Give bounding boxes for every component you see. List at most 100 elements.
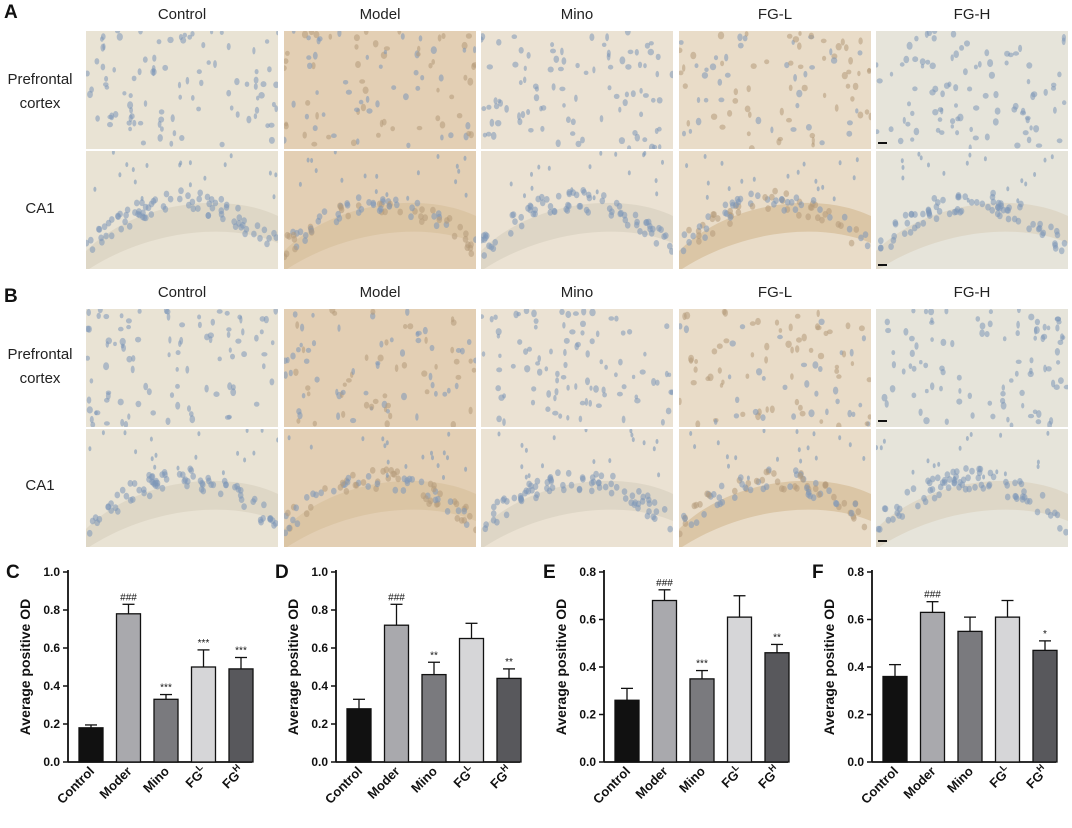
x-tick-label: Moder bbox=[364, 764, 402, 802]
row-label-prefrontal-cortex: Prefrontal cortex bbox=[0, 68, 80, 116]
bar-chart-c: Average positive OD 0.0 0.2 0.4 0.6 0.8 1.0 Con… bbox=[0, 558, 268, 823]
bar-1 bbox=[115, 613, 142, 763]
y-tick-label: 0.2 bbox=[847, 708, 864, 722]
panel-letter-a: A bbox=[4, 2, 18, 23]
scale-bar bbox=[878, 420, 887, 422]
bar-0 bbox=[614, 699, 640, 763]
column-header-mino: Mino bbox=[560, 6, 594, 23]
y-tick-label: 0.2 bbox=[43, 717, 60, 731]
column-header-fgh: FG-H bbox=[953, 6, 991, 23]
bar-3 bbox=[458, 637, 485, 763]
y-tick-label: 0.0 bbox=[43, 755, 60, 769]
bar-4 bbox=[764, 652, 790, 763]
y-tick-label: 0.0 bbox=[311, 755, 328, 769]
micrograph-a-prefrontal-fgh bbox=[876, 31, 1068, 149]
y-tick-label: 0.4 bbox=[579, 660, 596, 674]
y-tick-label: 0.2 bbox=[579, 708, 596, 722]
y-tick-label: 0.4 bbox=[847, 660, 864, 674]
bar-4 bbox=[496, 677, 522, 763]
column-header-control: Control bbox=[157, 6, 207, 23]
micrograph-a-prefrontal-model bbox=[284, 31, 476, 149]
significance-label: ** bbox=[430, 650, 438, 661]
y-tick-label: 0.6 bbox=[43, 641, 60, 655]
row-label-ca1-b: CA1 bbox=[25, 477, 55, 494]
micrograph-a-ca1-mino bbox=[481, 151, 673, 269]
scale-bar bbox=[878, 540, 887, 542]
x-tick-label: Control bbox=[590, 764, 633, 807]
bar-2 bbox=[153, 698, 179, 763]
micrograph-a-ca1-model bbox=[284, 151, 476, 269]
panel-letter-c: C bbox=[6, 562, 20, 583]
x-tick-label: FGH bbox=[486, 762, 515, 791]
bar-0 bbox=[882, 675, 908, 763]
significance-label: ### bbox=[656, 578, 673, 589]
bar-3 bbox=[190, 666, 217, 763]
y-tick-label: 0.6 bbox=[311, 641, 328, 655]
y-tick-label: 0.8 bbox=[311, 603, 328, 617]
significance-label: *** bbox=[160, 683, 172, 694]
panel-letter-b: B bbox=[4, 286, 18, 307]
x-tick-label: Mino bbox=[944, 763, 976, 795]
y-tick-label: 0.0 bbox=[847, 755, 864, 769]
significance-label: * bbox=[1043, 629, 1047, 640]
bar-2 bbox=[957, 630, 983, 763]
bar-2 bbox=[421, 673, 447, 763]
micrograph-b-ca1-fgh bbox=[876, 429, 1068, 547]
scale-bar bbox=[878, 264, 887, 266]
significance-label: ** bbox=[773, 632, 781, 643]
x-tick-label: Control bbox=[54, 764, 97, 807]
x-tick-label: FGL bbox=[181, 762, 210, 791]
x-tick-label: Moder bbox=[96, 764, 134, 802]
y-tick-label: 1.0 bbox=[43, 565, 60, 579]
y-tick-label: 0.4 bbox=[43, 679, 60, 693]
bar-1 bbox=[383, 624, 410, 763]
micrograph-b-ca1-control bbox=[86, 429, 278, 547]
x-tick-label: Mino bbox=[676, 763, 708, 795]
x-tick-label: FGH bbox=[218, 762, 247, 791]
y-axis-label: Average positive OD bbox=[553, 599, 569, 735]
micrograph-a-ca1-fgh bbox=[876, 151, 1068, 269]
column-header-model: Model bbox=[359, 6, 401, 23]
micrograph-b-prefrontal-mino bbox=[481, 309, 673, 427]
micrograph-b-prefrontal-control bbox=[86, 309, 278, 427]
bar-0 bbox=[78, 727, 104, 763]
y-tick-label: 0.4 bbox=[311, 679, 328, 693]
y-tick-label: 0.2 bbox=[311, 717, 328, 731]
bar-3 bbox=[726, 616, 753, 763]
significance-label: *** bbox=[696, 659, 708, 670]
x-tick-label: Mino bbox=[408, 763, 440, 795]
y-axis-label: Average positive OD bbox=[17, 599, 33, 735]
significance-label: ** bbox=[505, 657, 513, 668]
bar-chart-f: Average positive OD 0.0 0.2 0.4 0.6 0.8 Contro… bbox=[804, 558, 1072, 823]
bar-1 bbox=[919, 611, 946, 763]
x-tick-label: FGH bbox=[754, 762, 783, 791]
significance-label: *** bbox=[198, 638, 210, 649]
bar-2 bbox=[689, 678, 715, 763]
bar-4 bbox=[228, 668, 254, 763]
significance-label: ### bbox=[120, 592, 137, 603]
x-tick-label: FGH bbox=[1022, 762, 1051, 791]
row-label-line2-b: cortex bbox=[19, 370, 61, 387]
micrograph-b-prefrontal-fgh bbox=[876, 309, 1068, 427]
x-tick-label: Moder bbox=[900, 764, 938, 802]
column-header-fgl-b: FG-L bbox=[757, 284, 793, 301]
micrograph-b-prefrontal-model bbox=[284, 309, 476, 427]
x-tick-label: Control bbox=[322, 764, 365, 807]
row-label-line1: Prefrontal bbox=[7, 71, 73, 88]
panel-letter-f: F bbox=[812, 562, 824, 583]
micrograph-a-prefrontal-fgl bbox=[679, 31, 871, 149]
y-tick-label: 0.6 bbox=[579, 613, 596, 627]
column-header-model-b: Model bbox=[359, 284, 401, 301]
significance-label: ### bbox=[388, 592, 405, 603]
y-tick-label: 0.0 bbox=[579, 755, 596, 769]
row-label-line2: cortex bbox=[19, 95, 61, 112]
row-label-line1-b: Prefrontal bbox=[7, 346, 73, 363]
column-header-fgl: FG-L bbox=[757, 6, 793, 23]
bar-0 bbox=[346, 708, 372, 763]
x-tick-label: Mino bbox=[140, 763, 172, 795]
micrograph-a-ca1-fgl bbox=[679, 151, 871, 269]
bar-chart-d: Average positive OD 0.0 0.2 0.4 0.6 0.8 1.0 Con… bbox=[268, 558, 536, 823]
bar-1 bbox=[651, 599, 678, 763]
bar-chart-e: Average positive OD 0.0 0.2 0.4 0.6 0.8 Contro… bbox=[536, 558, 804, 823]
y-tick-label: 0.8 bbox=[43, 603, 60, 617]
